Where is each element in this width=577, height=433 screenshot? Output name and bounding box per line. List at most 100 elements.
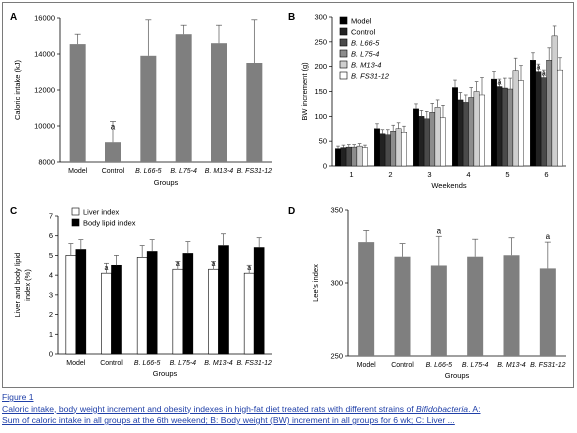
x-tick-label-b-l66-5: B. L66-5 [426, 362, 453, 369]
bar-week-4-b-l66-5 [462, 102, 469, 167]
panel-d-bar-chart: D 250 300 350 Lee's index Model Control a B. L66… [288, 206, 566, 380]
panel-a-bar-chart: A 8000 10000 12000 14000 16000 Caloric intake … [10, 12, 272, 187]
y-tick-label: 3 [49, 290, 53, 299]
x-tick-label-control: Control [102, 168, 125, 175]
bar-week-6-b-l75-4 [546, 60, 553, 167]
x-tick-label-model: Model [66, 360, 86, 367]
x-tick-label-control: Control [100, 360, 123, 367]
bar-model-liver-index [65, 255, 77, 355]
x-axis-title: Groups [445, 371, 470, 380]
y-tick-label: 0 [323, 162, 327, 171]
legend-swatch-model [339, 16, 348, 25]
y-tick-label: 16000 [34, 14, 55, 23]
x-tick-label-b-l66-5: B. L66-5 [135, 168, 162, 175]
legend-label-liver-index: Liver index [83, 208, 120, 217]
significance-label: a [247, 265, 251, 272]
y-tick-label: 2 [49, 310, 53, 319]
bar-week-5-b-l75-4 [507, 88, 514, 167]
y-tick-label: 50 [319, 137, 327, 146]
bar-b-l75-4 [467, 256, 484, 356]
x-tick-label-b-fs31-12: B. FS31-12 [237, 168, 273, 175]
bar-week-6-control [535, 71, 542, 167]
bar-b-m13-4 [503, 255, 520, 356]
bar-week-3-model [413, 108, 419, 167]
bar-week-1-b-l66-5 [345, 146, 352, 167]
bar-b-l75-4-body-lipid-index [182, 253, 194, 355]
legend-swatch-b-l75-4 [339, 49, 348, 58]
bar-b-fs31-12-body-lipid-index [253, 247, 265, 355]
bar-week-1-model [335, 148, 341, 167]
x-tick-label-week-1: 1 [349, 170, 353, 179]
legend-swatch-liver-index [71, 207, 80, 216]
bar-model [358, 242, 375, 356]
x-tick-label-model: Model [68, 168, 88, 175]
y-tick-label: 8000 [38, 158, 55, 167]
bar-b-l75-4-liver-index [172, 268, 184, 355]
bar-week-5-b-fs31-12 [518, 80, 524, 167]
x-tick-label-model: Model [357, 362, 377, 369]
x-tick-label-b-l75-4: B. L75-4 [170, 360, 197, 367]
caption-line-2[interactable]: Sum of caloric intake in all groups at t… [2, 415, 455, 425]
bar-week-4-control [457, 99, 464, 167]
x-tick-label-b-m13-4: B. M13-4 [205, 168, 234, 175]
bar-control [105, 142, 121, 162]
x-tick-label-week-6: 6 [544, 170, 548, 179]
y-tick-label: 150 [314, 87, 327, 96]
y-tick-label: 14000 [34, 50, 55, 59]
bar-control [394, 256, 411, 356]
significance-label: a [105, 265, 109, 272]
x-axis-title: Groups [153, 369, 178, 378]
bar-control-body-lipid-index [111, 264, 122, 355]
y-tick-label: 5 [49, 251, 53, 260]
x-tick-label-b-fs31-12: B. FS31-12 [236, 360, 272, 367]
caption-title[interactable]: Figure 1 [2, 392, 34, 402]
y-tick-label: 6 [49, 231, 53, 240]
panel-letter: B [288, 12, 295, 23]
legend-label-b-m13-4: B. M13-4 [351, 61, 381, 70]
x-axis-title: Groups [154, 178, 179, 187]
caption-line-1[interactable]: Caloric intake, body weight increment an… [2, 404, 574, 416]
y-tick-label: 0 [49, 350, 53, 359]
bar-week-3-b-m13-4 [434, 107, 441, 167]
y-tick-label: 1 [49, 330, 53, 339]
bar-b-l75-4 [175, 34, 192, 163]
bar-b-m13-4-body-lipid-index [218, 245, 229, 355]
bar-week-6-model [530, 60, 536, 167]
y-tick-label: 250 [314, 37, 327, 46]
x-axis-title: Weekends [431, 181, 467, 190]
significance-label: a [546, 232, 551, 241]
x-tick-label-b-l75-4: B. L75-4 [462, 362, 489, 369]
bar-week-1-b-l75-4 [351, 146, 358, 167]
legend-swatch-b-fs31-12 [339, 71, 348, 80]
bar-b-l66-5 [430, 265, 447, 356]
bar-week-2-b-m13-4 [395, 128, 402, 167]
bar-b-l66-5 [140, 55, 157, 162]
bar-week-3-b-l66-5 [423, 118, 430, 167]
legend-swatch-body-lipid-index [71, 218, 80, 227]
x-tick-label-week-3: 3 [427, 170, 431, 179]
bar-week-3-b-fs31-12 [440, 117, 446, 167]
bar-week-5-control [496, 86, 503, 167]
significance-label: a [437, 226, 442, 235]
y-tick-label: 250 [330, 352, 343, 361]
bar-week-5-b-l66-5 [501, 87, 508, 167]
figure-caption[interactable]: Figure 1 Caloric intake, body weight inc… [2, 392, 574, 427]
legend-label-model: Model [351, 17, 372, 26]
x-tick-label-week-4: 4 [466, 170, 470, 179]
x-tick-label-b-fs31-12: B. FS31-12 [530, 362, 566, 369]
x-tick-label-b-l66-5: B. L66-5 [134, 360, 161, 367]
bar-week-6-b-m13-4 [551, 35, 558, 167]
y-axis-title: BW increment (g) [300, 62, 309, 121]
bar-b-fs31-12 [246, 63, 263, 162]
y-tick-label: 7 [49, 212, 53, 221]
legend-swatch-control [339, 27, 348, 36]
bar-model [69, 44, 86, 162]
x-tick-label-b-l75-4: B. L75-4 [170, 168, 197, 175]
bar-week-4-b-l75-4 [468, 97, 475, 167]
bar-b-l66-5-liver-index [136, 257, 148, 355]
x-tick-label-b-m13-4: B. M13-4 [204, 360, 233, 367]
bar-week-3-b-l75-4 [429, 112, 436, 167]
x-tick-label-control: Control [391, 362, 414, 369]
x-tick-label-week-5: 5 [505, 170, 509, 179]
bar-week-2-model [374, 128, 380, 167]
